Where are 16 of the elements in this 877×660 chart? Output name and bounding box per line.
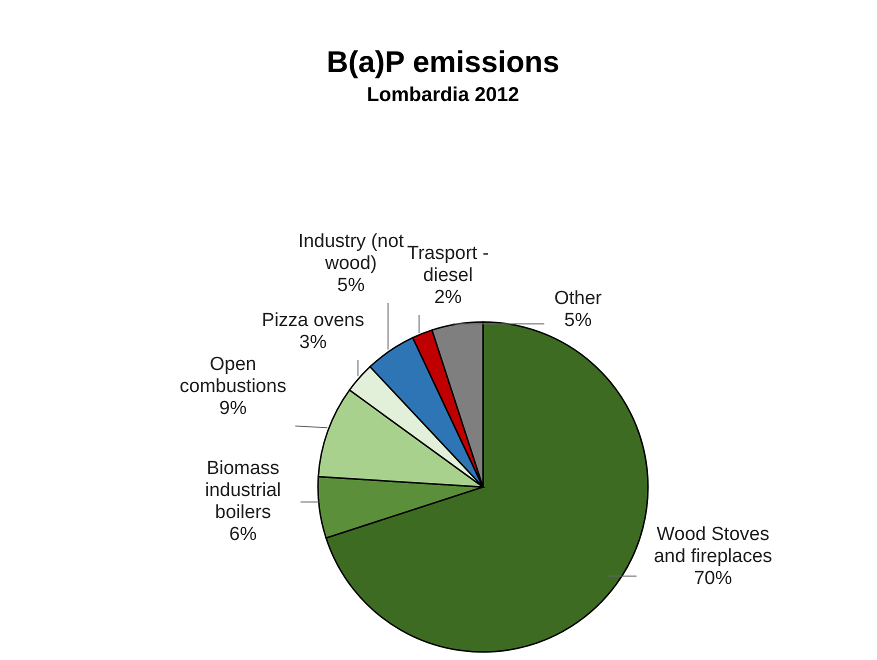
chart-title: B(a)P emissions — [326, 46, 560, 80]
slice-label: Open combustions — [180, 354, 286, 397]
data-label: 9% — [219, 398, 247, 419]
slice-label: Other — [554, 288, 602, 309]
slice-label: Wood Stoves and fireplaces — [654, 524, 772, 567]
data-label: 5% — [337, 275, 365, 296]
data-label: 2% — [434, 287, 462, 308]
slice-label: Biomass industrial boilers — [204, 458, 282, 523]
data-label: 5% — [564, 310, 592, 331]
slice-label: Trasport - diesel — [407, 243, 489, 286]
data-label: 70% — [694, 568, 732, 589]
slice-label: Industry (not wood) — [298, 231, 405, 274]
chart-subtitle: Lombardia 2012 — [366, 84, 520, 107]
data-label: 3% — [299, 332, 327, 353]
slice-label: Pizza ovens — [262, 310, 364, 331]
data-label: 6% — [229, 524, 257, 545]
